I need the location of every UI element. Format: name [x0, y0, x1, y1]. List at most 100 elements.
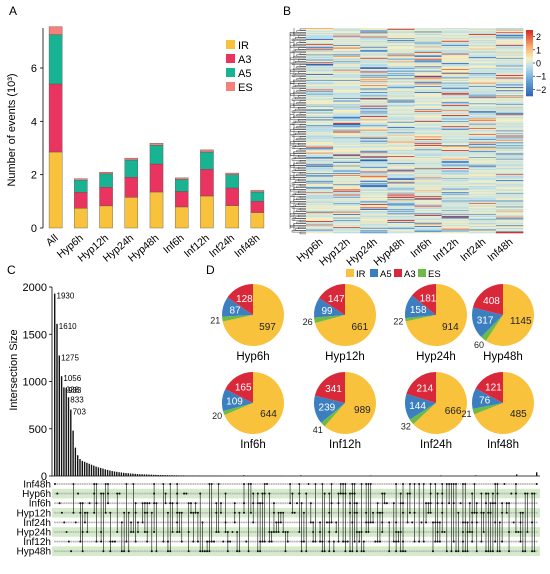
- heatmap-cell: [414, 112, 442, 114]
- heatmap-cell: [360, 104, 388, 107]
- heatmap-cell: [360, 204, 388, 206]
- heatmap-cell: [387, 99, 415, 101]
- heatmap-cell: [414, 145, 442, 147]
- heatmap-cell: [495, 209, 524, 211]
- heatmap-cell: [414, 139, 442, 142]
- heatmap-cell: [333, 164, 361, 166]
- heatmap-cell: [333, 88, 361, 90]
- heatmap-cell: [468, 210, 497, 212]
- heatmap-cell: [441, 112, 470, 114]
- heatmap-cell: [441, 164, 470, 166]
- heatmap-cell: [387, 218, 415, 220]
- heatmap-cell: [468, 168, 497, 171]
- panel-d-legend-swatch-ir: [346, 269, 354, 277]
- heatmap-cell: [414, 224, 442, 226]
- heatmap-cell: [333, 199, 361, 201]
- heatmap-cell: [495, 90, 524, 92]
- heatmap-cell: [441, 92, 470, 94]
- heatmap-cell: [414, 84, 442, 86]
- heatmap-cell: [360, 156, 388, 159]
- heatmap-cell: [306, 127, 334, 130]
- heatmap-cell: [414, 114, 442, 116]
- heatmap-cell: [441, 36, 470, 38]
- panel-c-intersection-bar: [300, 475, 302, 476]
- pie-slice-ir: [413, 372, 468, 434]
- heatmap-cell: [441, 35, 470, 37]
- heatmap-cell: [387, 130, 415, 132]
- heatmap-cell: [495, 111, 524, 113]
- heatmap-cell: [306, 104, 334, 106]
- heatmap-cell: [333, 146, 361, 148]
- panel-d-legend-label: A3: [404, 269, 416, 280]
- pie-slice-value: 76: [479, 396, 491, 407]
- pie-title: Hyp12h: [325, 351, 365, 363]
- heatmap-cell: [306, 131, 334, 133]
- heatmap-cell: [495, 137, 524, 139]
- heatmap-cell: [468, 162, 497, 164]
- heatmap-cell: [495, 29, 524, 31]
- heatmap-cell: [387, 153, 415, 155]
- heatmap-cell: [495, 133, 524, 136]
- pie-slice-value: 181: [420, 294, 437, 305]
- heatmap-cell: [387, 126, 415, 128]
- heatmap-cell: [468, 205, 497, 207]
- panel-c-intersection-bar: [72, 430, 74, 476]
- heatmap-cell: [333, 45, 361, 47]
- heatmap-cell: [387, 166, 415, 168]
- panel-c-intersection-bar: [104, 469, 106, 476]
- heatmap-cell: [306, 190, 334, 192]
- heatmap-cell: [468, 209, 497, 212]
- heatmap-cell: [387, 162, 415, 165]
- heatmap-cell: [387, 56, 415, 58]
- heatmap-cell: [387, 98, 415, 100]
- heatmap-cell: [360, 29, 388, 31]
- heatmap-cell: [414, 64, 442, 66]
- panel-a-y-tick-label: 0: [31, 223, 37, 235]
- heatmap-cell: [387, 167, 415, 169]
- heatmap-cell: [441, 64, 470, 66]
- heatmap-cell: [495, 103, 524, 105]
- panel-c-set-label: Inf24h: [23, 518, 51, 529]
- heatmap-cell: [441, 144, 470, 146]
- heatmap-cell: [387, 54, 415, 56]
- heatmap-cell: [360, 186, 388, 188]
- heatmap-cell: [360, 33, 388, 35]
- heatmap-cell: [387, 222, 415, 224]
- heatmap-cell: [468, 154, 497, 156]
- heatmap-column-label: Inf12h: [431, 236, 461, 264]
- heatmap-cell: [414, 223, 442, 225]
- heatmap-cell: [468, 147, 497, 149]
- heatmap-cell: [333, 223, 361, 225]
- heatmap-cell: [495, 87, 524, 89]
- heatmap-cell: [306, 192, 334, 194]
- heatmap-cell: [495, 206, 524, 208]
- heatmap-cell: [468, 89, 497, 91]
- heatmap-cell: [387, 196, 415, 198]
- heatmap-cell: [306, 104, 334, 107]
- heatmap-cell: [360, 116, 388, 118]
- heatmap-cell: [387, 39, 415, 42]
- heatmap-cell: [495, 66, 524, 68]
- heatmap-cell: [414, 100, 442, 102]
- heatmap-cell: [360, 48, 388, 50]
- heatmap-cell: [414, 110, 442, 113]
- heatmap-cell: [360, 209, 388, 212]
- heatmap-cell: [387, 221, 415, 223]
- heatmap-cell: [441, 34, 470, 36]
- heatmap-cell: [306, 171, 334, 173]
- panel-c-bar-value-label: 1610: [59, 322, 77, 331]
- heatmap-cell: [441, 110, 470, 112]
- heatmap-cell: [468, 131, 497, 133]
- heatmap-cell: [468, 41, 497, 43]
- heatmap-cell: [414, 218, 442, 220]
- heatmap-cell: [414, 215, 442, 218]
- heatmap-cell: [333, 193, 361, 195]
- heatmap-cell: [495, 160, 524, 162]
- heatmap-cell: [495, 72, 524, 74]
- heatmap-cell: [360, 73, 388, 75]
- heatmap-cell: [414, 123, 442, 125]
- heatmap-cell: [414, 185, 442, 187]
- pie-title: Hyp48h: [483, 351, 523, 363]
- heatmap-cell: [495, 227, 524, 229]
- heatmap-cell: [306, 152, 334, 154]
